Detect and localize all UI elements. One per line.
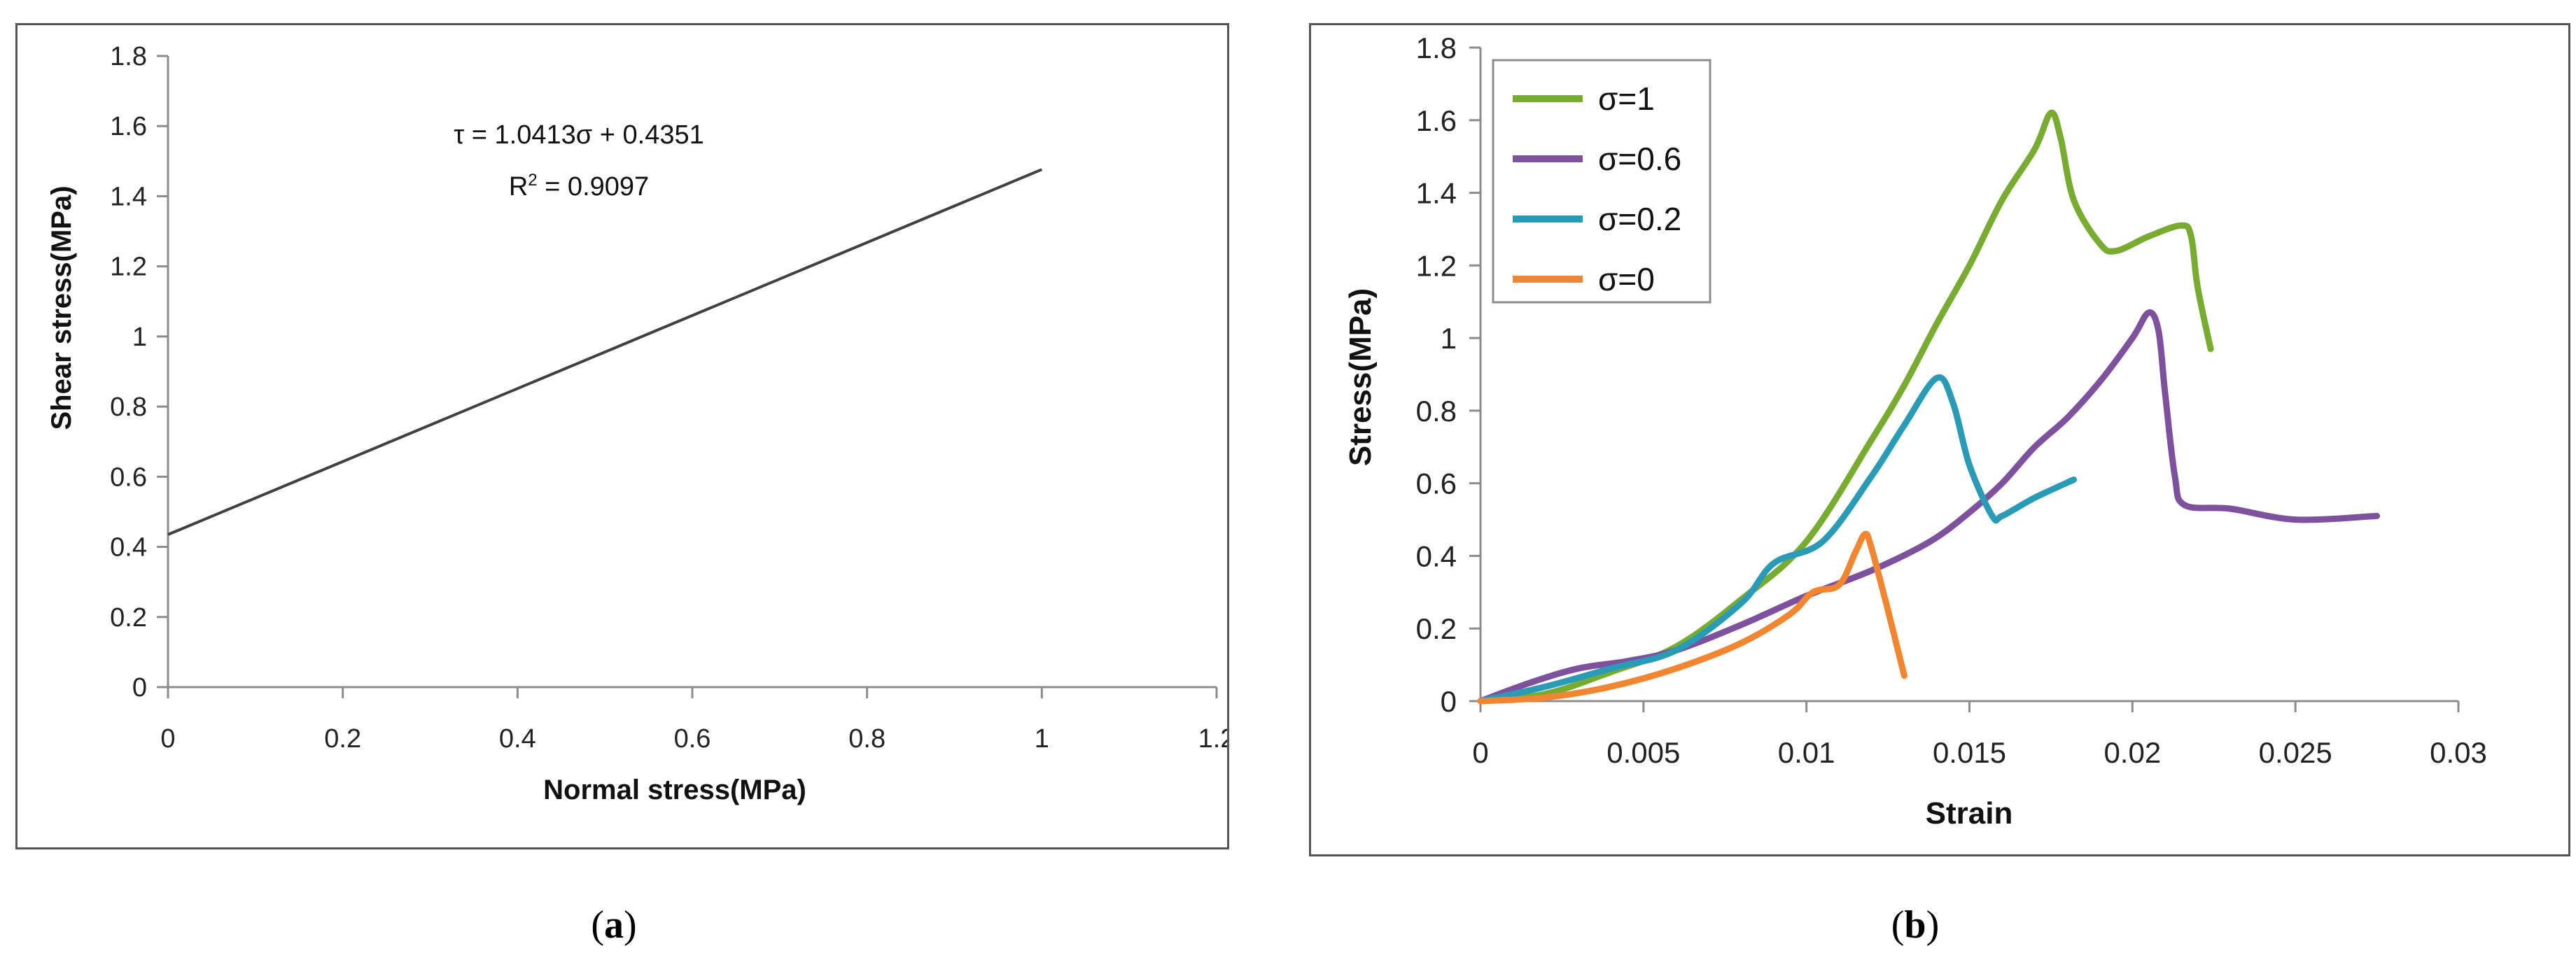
legend-label: σ=0.6 [1598, 141, 1681, 177]
x-tick-label: 0 [160, 724, 175, 754]
y-tick-label: 1.2 [110, 253, 147, 282]
chart-panel-a: 0 0.2 0.4 0.6 0.8 1 1.2 1.4 1.6 1.8 0 0.2 0.4 0.6 0.8 1… [15, 23, 1235, 849]
caption-b: (b) [1891, 903, 1940, 947]
r-squared-label: R2 = 0.9097 [509, 171, 649, 202]
y-axis-title: Shear stress(MPa) [46, 185, 77, 430]
y-tick-label: 0 [132, 673, 147, 703]
y-tick-label: 0.6 [110, 463, 147, 492]
series-line [1477, 309, 2381, 705]
y-tick-label: 1 [1441, 322, 1457, 355]
x-axis-title: Normal stress(MPa) [543, 775, 806, 805]
y-tick-label: 0.6 [1416, 467, 1457, 500]
x-tick-label: 0.4 [499, 724, 536, 754]
x-tick-label: 0.8 [848, 724, 886, 754]
y-tick-label: 0 [1441, 685, 1457, 718]
x-tick-label: 1.2 [1198, 724, 1227, 754]
x-tick-label: 0 [1472, 736, 1488, 769]
y-tick-label: 0.2 [1416, 612, 1457, 645]
x-tick-label: 0.01 [1778, 736, 1835, 769]
y-tick-label: 1.6 [110, 112, 147, 141]
y-tick-label: 1.4 [110, 182, 147, 211]
trendline-series [167, 168, 1043, 536]
x-tick-label: 0.015 [1933, 736, 2006, 769]
y-axis-title: Stress(MPa) [1343, 288, 1378, 466]
shear-vs-normal-chart: 0 0.2 0.4 0.6 0.8 1 1.2 1.4 1.6 1.8 0 0.2 0.4 0.6 0.8 1… [46, 42, 1235, 805]
x-tick-label: 0.025 [2259, 736, 2332, 769]
y-tick-label: 0.2 [110, 603, 147, 633]
legend-label: σ=0.2 [1598, 201, 1681, 237]
x-tick-label: 0.02 [2104, 736, 2161, 769]
legend: σ=1 σ=0.6 σ=0.2 σ=0 [1492, 59, 1712, 304]
y-tick-label: 1.6 [1416, 104, 1457, 137]
y-tick-label: 1.8 [1416, 31, 1457, 64]
series-line [1477, 530, 1907, 705]
caption-a: (a) [591, 903, 637, 947]
y-tick-label: 0.8 [1416, 395, 1457, 428]
legend-label: σ=0 [1598, 261, 1655, 297]
x-tick-label: 0.03 [2430, 736, 2487, 769]
x-tick-label: 0.005 [1606, 736, 1680, 769]
legend-label: σ=1 [1598, 80, 1655, 117]
y-tick-label: 1.8 [110, 42, 147, 71]
chart-panel-b: 0 0.2 0.4 0.6 0.8 1 1.2 1.4 1.6 1.8 0 0.005 0.01 0.01… [1309, 23, 2570, 856]
trendline-equation: τ = 1.0413σ + 0.4351 [454, 120, 704, 150]
series-line [1477, 109, 2214, 705]
y-tick-label: 0.8 [110, 393, 147, 422]
y-tick-label: 0.4 [1416, 539, 1457, 572]
y-tick-label: 1.4 [1416, 177, 1457, 210]
x-tick-label: 0.2 [324, 724, 361, 754]
y-tick-label: 0.4 [110, 533, 147, 563]
y-tick-label: 1.2 [1416, 249, 1457, 282]
x-axis-title: Strain [1926, 796, 2013, 831]
y-tick-label: 1 [132, 323, 147, 352]
series-line [1477, 374, 2077, 705]
x-tick-label: 1 [1035, 724, 1049, 754]
x-tick-label: 0.6 [674, 724, 711, 754]
stress-vs-strain-chart: 0 0.2 0.4 0.6 0.8 1 1.2 1.4 1.6 1.8 0 0.005 0.01 0.01… [1343, 31, 2487, 831]
